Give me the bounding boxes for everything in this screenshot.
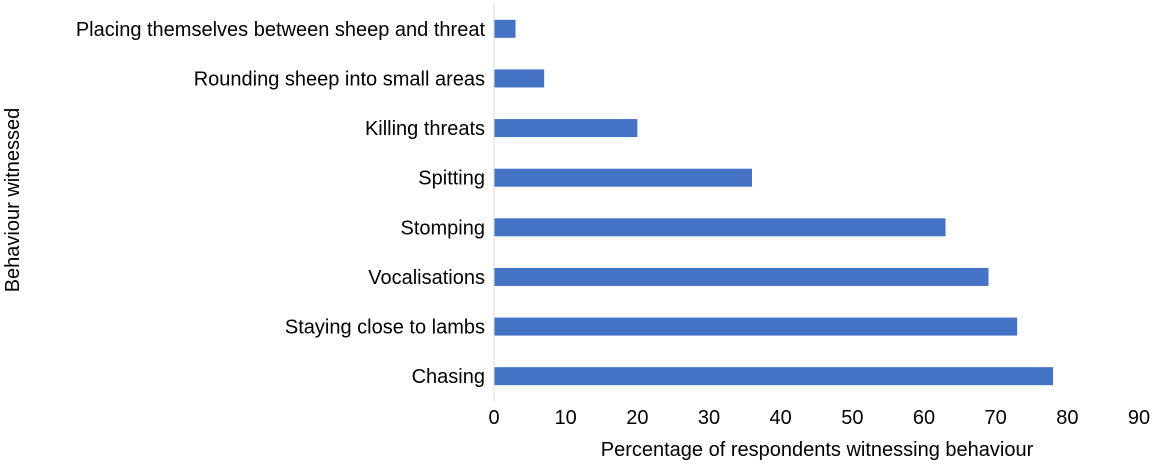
y-tick-label: Placing themselves between sheep and thr…	[76, 19, 486, 41]
x-tick-label: 40	[770, 407, 792, 429]
x-tick-label: 0	[488, 407, 499, 429]
y-tick-label: Killing threats	[365, 118, 485, 140]
bar	[494, 69, 545, 88]
x-tick-label: 20	[626, 407, 648, 429]
bars-group	[494, 19, 1053, 386]
y-tick-label: Vocalisations	[368, 267, 485, 289]
bar	[494, 367, 1053, 386]
y-tick-label: Staying close to lambs	[285, 317, 485, 339]
x-tick-label: 30	[698, 407, 720, 429]
bar	[494, 119, 638, 138]
bar	[494, 218, 946, 237]
y-tick-label: Chasing	[412, 366, 485, 388]
x-tick-label: 50	[841, 407, 863, 429]
y-tick-label: Spitting	[418, 168, 485, 190]
y-tick-labels: Placing themselves between sheep and thr…	[76, 19, 486, 388]
y-tick-label: Rounding sheep into small areas	[194, 68, 485, 90]
x-axis-title: Percentage of respondents witnessing beh…	[601, 439, 1034, 461]
bar	[494, 168, 752, 187]
x-tick-labels: 0 10 20 30 40 50 60 70 80 90	[488, 407, 1150, 429]
x-tick-label: 70	[985, 407, 1007, 429]
x-tick-label: 10	[555, 407, 577, 429]
x-tick-label: 80	[1056, 407, 1078, 429]
bar	[494, 317, 1018, 336]
x-tick-label: 90	[1128, 407, 1150, 429]
y-tick-label: Stomping	[401, 217, 486, 239]
bar	[494, 267, 989, 286]
x-tick-label: 60	[913, 407, 935, 429]
y-axis-title: Behaviour witnessed	[2, 108, 24, 293]
bar	[494, 19, 516, 38]
